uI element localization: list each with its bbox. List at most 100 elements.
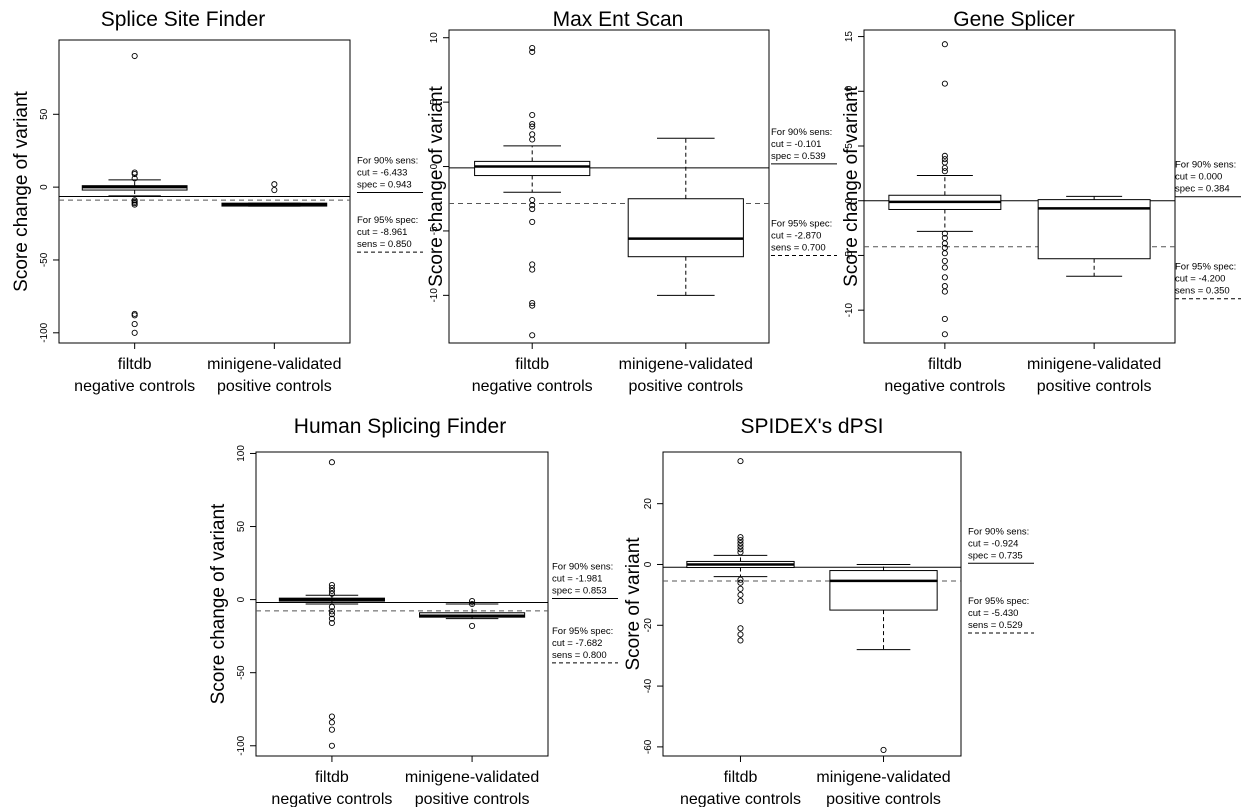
y-tick-label: -100 — [39, 322, 50, 342]
outlier-point — [328, 619, 335, 627]
outlier-point — [328, 726, 335, 733]
annotation-90-sens: spec = 0.853 — [552, 586, 607, 597]
chart-title: Human Splicing Finder — [294, 415, 506, 438]
annotation-90-sens: spec = 0.735 — [968, 550, 1023, 561]
outlier-point — [737, 579, 744, 586]
annotation-95-spec: sens = 0.529 — [968, 620, 1023, 631]
box-positive-controls — [419, 598, 526, 629]
annotation-90-sens: cut = 0.000 — [1175, 172, 1222, 183]
annotation-95-spec: sens = 0.800 — [552, 650, 607, 661]
outlier-point — [529, 205, 536, 213]
y-tick-label: 50 — [39, 108, 50, 120]
x-category-label: minigene-validated — [816, 769, 950, 786]
y-tick-label: -10 — [429, 288, 440, 303]
annotation-90-sens: spec = 0.384 — [1175, 184, 1230, 195]
outlier-point — [737, 591, 744, 598]
annotation-90-sens: cut = -0.101 — [771, 139, 821, 150]
y-axis-label: Score of variant — [623, 537, 644, 671]
outlier-point — [941, 331, 948, 338]
y-tick-label: 50 — [236, 521, 247, 533]
box-iqr — [474, 160, 591, 177]
outlier-point — [529, 48, 536, 55]
box-positive-controls — [627, 137, 744, 296]
outlier-point — [737, 625, 744, 632]
outlier-point — [529, 44, 536, 52]
x-category-label: minigene-validated — [405, 769, 539, 786]
annotation-90-sens: spec = 0.539 — [771, 151, 826, 162]
y-tick-label: -40 — [643, 678, 654, 693]
x-category-label: filtdb — [515, 356, 549, 373]
outlier-point — [131, 52, 138, 60]
outlier-point — [131, 329, 138, 336]
outlier-point — [529, 302, 536, 309]
outlier-point — [529, 261, 536, 268]
outlier-point — [529, 202, 536, 209]
y-tick-label: 0 — [39, 184, 50, 190]
outlier-point — [941, 315, 948, 322]
x-category-label: positive controls — [826, 791, 941, 807]
outlier-point — [941, 288, 948, 295]
outlier-point — [737, 546, 744, 553]
box-negative-controls — [81, 52, 188, 336]
outlier-point — [131, 321, 138, 328]
outlier-point — [529, 196, 536, 204]
box-iqr — [829, 570, 938, 611]
outlier-point — [131, 175, 138, 182]
outlier-point — [941, 283, 948, 290]
outlier-point — [131, 312, 138, 319]
outlier-point — [328, 459, 335, 466]
outlier-point — [941, 152, 948, 159]
y-axis-label: Score change of variant — [841, 85, 862, 286]
plot-frame — [255, 451, 549, 757]
x-category-label: filtdb — [724, 769, 758, 786]
annotation-90-sens: For 90% sens: — [968, 526, 1029, 537]
outlier-point — [529, 300, 536, 307]
x-category-label: positive controls — [415, 791, 530, 807]
outlier-point — [941, 230, 948, 237]
x-category-label: negative controls — [74, 378, 195, 395]
y-tick-label: 0 — [236, 596, 247, 602]
outlier-point — [131, 170, 138, 178]
chart-title: Gene Splicer — [953, 8, 1074, 31]
y-tick-label: -60 — [643, 739, 654, 754]
annotation-90-sens: For 90% sens: — [357, 156, 418, 167]
outlier-point — [737, 597, 744, 605]
outlier-point — [328, 713, 335, 720]
y-tick-label: 10 — [844, 85, 855, 97]
outlier-point — [529, 120, 536, 128]
outlier-point — [737, 637, 744, 644]
outlier-point — [529, 218, 536, 225]
x-category-label: negative controls — [680, 791, 801, 807]
annotation-95-spec: For 95% spec: — [552, 626, 613, 637]
outlier-point — [880, 746, 887, 753]
outlier-point — [529, 332, 536, 339]
outlier-point — [737, 585, 744, 592]
outlier-point — [328, 615, 335, 622]
panel-1: Splice Site Finder Score change of varian… — [11, 8, 423, 395]
x-category-label: positive controls — [628, 378, 743, 395]
annotation-95-spec: sens = 0.700 — [771, 243, 826, 254]
outlier-point — [271, 181, 278, 188]
y-tick-label: 15 — [844, 31, 855, 43]
outlier-point — [328, 603, 335, 610]
outlier-point — [941, 156, 948, 163]
outlier-point — [328, 581, 335, 589]
outlier-point — [941, 264, 948, 271]
outlier-point — [737, 540, 744, 547]
box-positive-controls — [221, 181, 328, 207]
y-tick-label: -100 — [236, 735, 247, 755]
box-negative-controls — [888, 41, 1002, 338]
plot-frame — [863, 29, 1176, 344]
outlier-point — [328, 590, 335, 597]
outlier-point — [941, 41, 948, 48]
outlier-point — [737, 458, 744, 465]
annotation-95-spec: sens = 0.850 — [357, 239, 412, 250]
y-tick-label: -5 — [429, 226, 440, 235]
outlier-point — [529, 123, 536, 130]
outlier-point — [469, 600, 476, 608]
y-tick-label: -50 — [236, 665, 247, 680]
x-category-label: filtdb — [118, 356, 152, 373]
x-category-label: minigene-validated — [619, 356, 753, 373]
panel-5: SPIDEX's dPSI Score of variant -60 -40 -20 0 2… — [623, 415, 1034, 807]
